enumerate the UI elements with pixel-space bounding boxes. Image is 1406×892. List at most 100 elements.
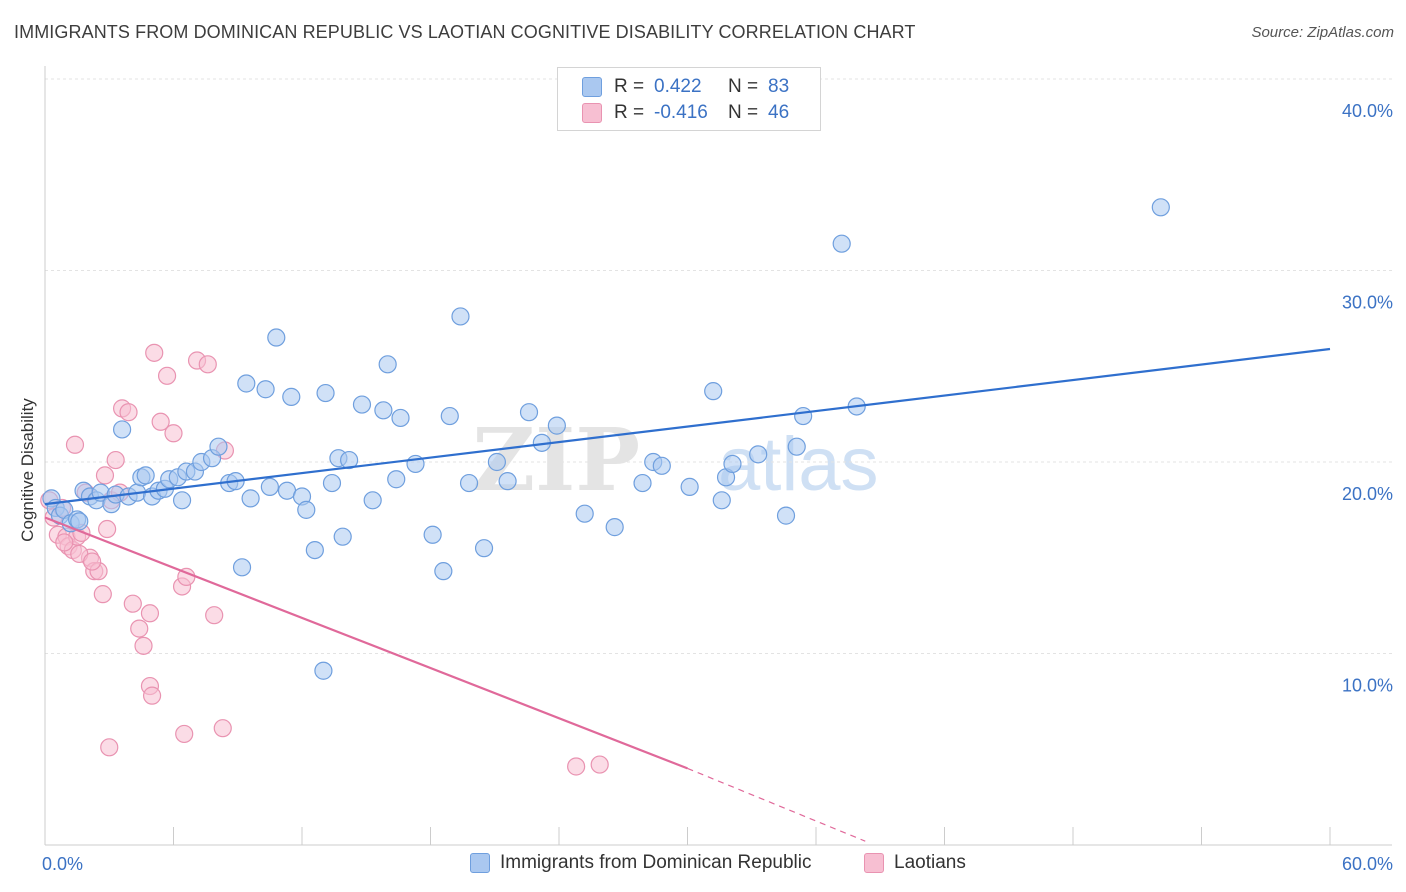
laotians-point bbox=[213, 719, 232, 738]
legend-item-dominican[interactable]: Immigrants from Dominican Republic bbox=[470, 852, 812, 874]
y-tick-label: 20.0% bbox=[1342, 484, 1393, 504]
legend-label: Laotians bbox=[894, 852, 966, 873]
dominican-point bbox=[267, 328, 286, 347]
dominican-point bbox=[434, 562, 453, 581]
legend-swatch-blue bbox=[470, 853, 490, 873]
laotians-point bbox=[134, 636, 153, 655]
legend-n-label: N = bbox=[728, 102, 759, 123]
laotians-point bbox=[65, 435, 85, 454]
laotians-point bbox=[98, 519, 117, 539]
dominican-point bbox=[749, 445, 768, 464]
series-legend: Immigrants from Dominican Republic Laoti… bbox=[0, 852, 1406, 876]
dominican-point bbox=[723, 454, 742, 474]
legend-swatch-pink bbox=[582, 103, 602, 123]
y-tick-label: 10.0% bbox=[1342, 676, 1393, 696]
dominican-point bbox=[112, 420, 132, 439]
legend-r-value: 0.422 bbox=[654, 76, 702, 97]
dominican-point bbox=[260, 477, 279, 496]
dominican-point bbox=[498, 472, 517, 491]
dominican-points bbox=[42, 198, 1170, 680]
trend-lines bbox=[44, 347, 1331, 842]
laotians-point bbox=[567, 757, 586, 776]
watermark-atlas: atlas bbox=[718, 422, 879, 507]
laotians-point bbox=[175, 724, 194, 744]
dominican-point bbox=[575, 504, 594, 523]
watermark: ZIP atlas bbox=[472, 410, 878, 511]
dominican-point bbox=[633, 473, 652, 493]
chart-title: IMMIGRANTS FROM DOMINICAN REPUBLIC VS LA… bbox=[14, 22, 916, 42]
dominican-point bbox=[172, 491, 192, 510]
laotians-point bbox=[123, 594, 142, 613]
legend-r-label: R = bbox=[614, 76, 645, 97]
dominican-point bbox=[704, 382, 723, 401]
legend-item-laotians[interactable]: Laotians bbox=[864, 852, 966, 874]
legend-row-laotians: R = -0.416 N = 46 bbox=[582, 101, 789, 125]
laotians-point bbox=[95, 466, 115, 485]
dominican-point bbox=[459, 473, 479, 493]
legend-n-value: 83 bbox=[768, 76, 790, 97]
dominican-point bbox=[423, 525, 442, 544]
laotians-point bbox=[157, 366, 177, 385]
dominican-point bbox=[652, 456, 671, 475]
dominican-point bbox=[1151, 198, 1170, 217]
laotians-point bbox=[145, 343, 164, 362]
dominican-point bbox=[712, 491, 731, 510]
dominican-point bbox=[519, 403, 539, 422]
laotians-point bbox=[93, 585, 112, 604]
x-tick-label: 60.0% bbox=[1342, 854, 1393, 874]
laotians-trend-line bbox=[44, 516, 688, 770]
dominican-point bbox=[374, 401, 393, 420]
dominican-point bbox=[794, 406, 813, 426]
legend-row-dominican: R = 0.422 N = 83 bbox=[582, 75, 789, 99]
dominican-point bbox=[241, 489, 260, 508]
source-label: Source: ZipAtlas.com bbox=[1251, 24, 1394, 41]
dominican-point bbox=[378, 355, 397, 374]
dominican-point bbox=[297, 500, 316, 519]
correlation-legend: R = 0.422 N = 83 R = -0.416 N = 46 bbox=[557, 67, 821, 131]
y-axis-label: Cognitive Disability bbox=[18, 398, 37, 542]
dominican-point bbox=[282, 387, 301, 406]
laotians-point bbox=[119, 403, 138, 422]
tick-labels: 10.0% 20.0% 30.0% 40.0% 0.0% 60.0% bbox=[42, 101, 1393, 874]
legend-n-value: 46 bbox=[768, 102, 790, 123]
dominican-point bbox=[209, 437, 228, 456]
laotians-point bbox=[151, 412, 170, 431]
dominican-point bbox=[832, 234, 851, 253]
laotians-point bbox=[55, 533, 74, 552]
laotians-point bbox=[164, 424, 183, 443]
dominican-point bbox=[605, 518, 624, 537]
dominican-point bbox=[363, 491, 382, 510]
laotians-trend-extension bbox=[687, 767, 866, 842]
laotians-point bbox=[205, 606, 224, 625]
legend-swatch-blue bbox=[582, 77, 602, 97]
dominican-point bbox=[256, 380, 275, 399]
legend-swatch-pink bbox=[864, 853, 884, 873]
laotians-point bbox=[100, 738, 119, 757]
dominican-point bbox=[322, 473, 342, 493]
legend-r-label: R = bbox=[614, 102, 645, 123]
axes bbox=[44, 66, 1392, 846]
dominican-point bbox=[787, 437, 806, 456]
dominican-point bbox=[487, 452, 506, 472]
dominican-point bbox=[314, 661, 333, 680]
dominican-point bbox=[451, 307, 470, 326]
dominican-point bbox=[232, 558, 252, 577]
dominican-point bbox=[340, 450, 359, 470]
dominican-point bbox=[316, 383, 335, 403]
legend-r-value: -0.416 bbox=[654, 102, 708, 123]
dominican-point bbox=[333, 527, 352, 546]
dominican-point bbox=[776, 506, 796, 525]
dominican-point bbox=[305, 540, 324, 560]
x-tick-label: 0.0% bbox=[42, 854, 83, 874]
dominican-point bbox=[680, 477, 699, 496]
laotians-point bbox=[106, 450, 125, 470]
dominican-point bbox=[352, 395, 372, 414]
laotians-point bbox=[130, 619, 149, 638]
dominican-point bbox=[474, 539, 494, 558]
laotians-point bbox=[140, 604, 160, 623]
y-tick-label: 30.0% bbox=[1342, 293, 1393, 313]
laotians-point bbox=[198, 355, 217, 374]
dominican-point bbox=[547, 416, 566, 435]
dominican-point bbox=[237, 374, 256, 393]
